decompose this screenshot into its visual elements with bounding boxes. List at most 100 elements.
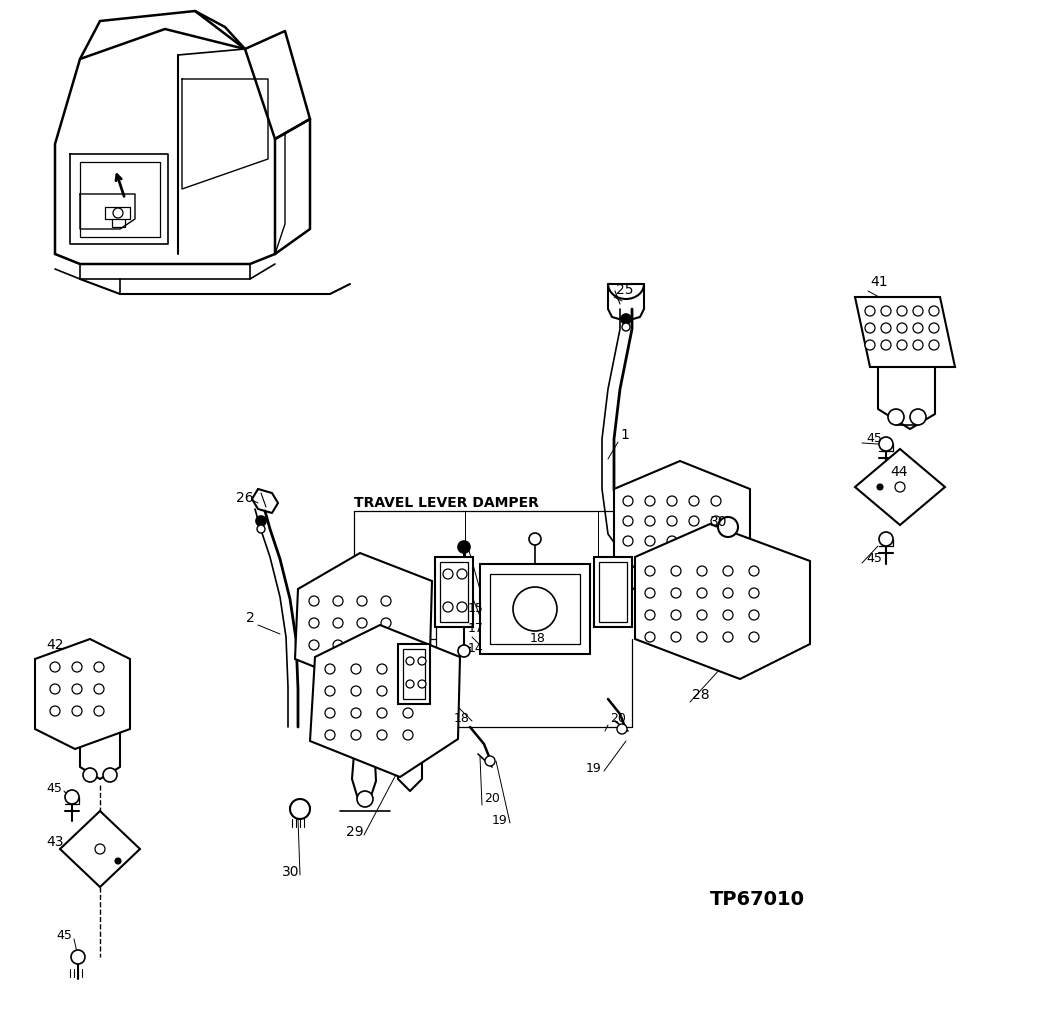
Text: 45: 45 — [46, 780, 62, 794]
Bar — [480, 564, 590, 654]
Text: 28: 28 — [692, 687, 709, 702]
Bar — [594, 557, 632, 628]
Circle shape — [529, 534, 541, 546]
Circle shape — [881, 341, 891, 351]
Circle shape — [406, 657, 414, 665]
Circle shape — [670, 611, 681, 621]
Circle shape — [718, 518, 738, 538]
Text: 45: 45 — [866, 431, 882, 444]
Text: 20: 20 — [610, 711, 626, 724]
Circle shape — [485, 756, 495, 766]
Circle shape — [877, 484, 883, 490]
Circle shape — [458, 542, 470, 553]
Circle shape — [897, 341, 907, 351]
Circle shape — [895, 482, 905, 492]
Circle shape — [723, 611, 733, 621]
Text: 15: 15 — [468, 601, 484, 614]
Circle shape — [309, 640, 319, 650]
Text: TRAVEL LEVER DAMPER: TRAVEL LEVER DAMPER — [354, 495, 539, 510]
Circle shape — [513, 587, 558, 632]
Circle shape — [913, 341, 923, 351]
Circle shape — [913, 324, 923, 334]
Text: 18: 18 — [530, 631, 546, 644]
Circle shape — [377, 730, 387, 740]
Text: 29: 29 — [346, 824, 364, 838]
Text: 20: 20 — [484, 791, 500, 804]
Circle shape — [711, 517, 721, 527]
Text: 42: 42 — [46, 637, 64, 651]
Circle shape — [458, 645, 470, 657]
Circle shape — [71, 950, 85, 964]
Circle shape — [83, 768, 97, 783]
Circle shape — [377, 709, 387, 718]
Circle shape — [667, 537, 677, 547]
Bar — [435, 557, 473, 628]
Circle shape — [351, 709, 361, 718]
Text: 17: 17 — [468, 621, 484, 634]
Bar — [440, 562, 468, 623]
Circle shape — [309, 596, 319, 607]
Circle shape — [357, 596, 367, 607]
Circle shape — [689, 496, 699, 507]
Polygon shape — [855, 297, 955, 368]
Circle shape — [645, 496, 655, 507]
Circle shape — [913, 306, 923, 316]
Text: 19: 19 — [492, 813, 507, 826]
Circle shape — [325, 730, 335, 740]
Circle shape — [617, 724, 627, 734]
Circle shape — [377, 664, 387, 674]
Circle shape — [377, 686, 387, 697]
Circle shape — [72, 662, 82, 672]
Circle shape — [723, 566, 733, 576]
Circle shape — [667, 496, 677, 507]
Circle shape — [351, 664, 361, 674]
Text: 18: 18 — [454, 711, 470, 724]
Circle shape — [325, 664, 335, 674]
Circle shape — [645, 632, 655, 642]
Circle shape — [645, 566, 655, 576]
Text: 25: 25 — [616, 283, 634, 296]
Circle shape — [72, 707, 82, 716]
Circle shape — [113, 209, 123, 218]
Text: 14: 14 — [468, 641, 483, 654]
Text: 19: 19 — [586, 760, 601, 773]
Polygon shape — [35, 639, 130, 749]
Circle shape — [929, 306, 939, 316]
Circle shape — [645, 537, 655, 547]
Circle shape — [94, 707, 104, 716]
Circle shape — [418, 657, 426, 665]
Circle shape — [865, 341, 876, 351]
Circle shape — [333, 640, 343, 650]
Circle shape — [623, 517, 633, 527]
Circle shape — [381, 596, 391, 607]
Circle shape — [72, 684, 82, 695]
Circle shape — [50, 662, 60, 672]
Circle shape — [418, 680, 426, 688]
Circle shape — [897, 306, 907, 316]
Text: 1: 1 — [620, 428, 629, 442]
Text: 43: 43 — [46, 834, 64, 848]
Polygon shape — [635, 525, 810, 679]
Circle shape — [256, 517, 266, 527]
Circle shape — [381, 640, 391, 650]
Circle shape — [621, 314, 631, 325]
Bar — [397, 644, 430, 705]
Text: 45: 45 — [56, 928, 72, 941]
Circle shape — [645, 517, 655, 527]
Circle shape — [257, 526, 265, 534]
Polygon shape — [295, 553, 432, 690]
Circle shape — [403, 709, 413, 718]
Circle shape — [749, 588, 759, 599]
Circle shape — [670, 588, 681, 599]
Circle shape — [357, 640, 367, 650]
Circle shape — [403, 686, 413, 697]
Text: 41: 41 — [870, 275, 888, 289]
Circle shape — [457, 603, 467, 613]
Polygon shape — [855, 450, 945, 526]
Circle shape — [623, 496, 633, 507]
Circle shape — [95, 844, 105, 854]
Circle shape — [749, 632, 759, 642]
Circle shape — [711, 496, 721, 507]
Text: 26: 26 — [236, 490, 253, 504]
Circle shape — [929, 324, 939, 334]
